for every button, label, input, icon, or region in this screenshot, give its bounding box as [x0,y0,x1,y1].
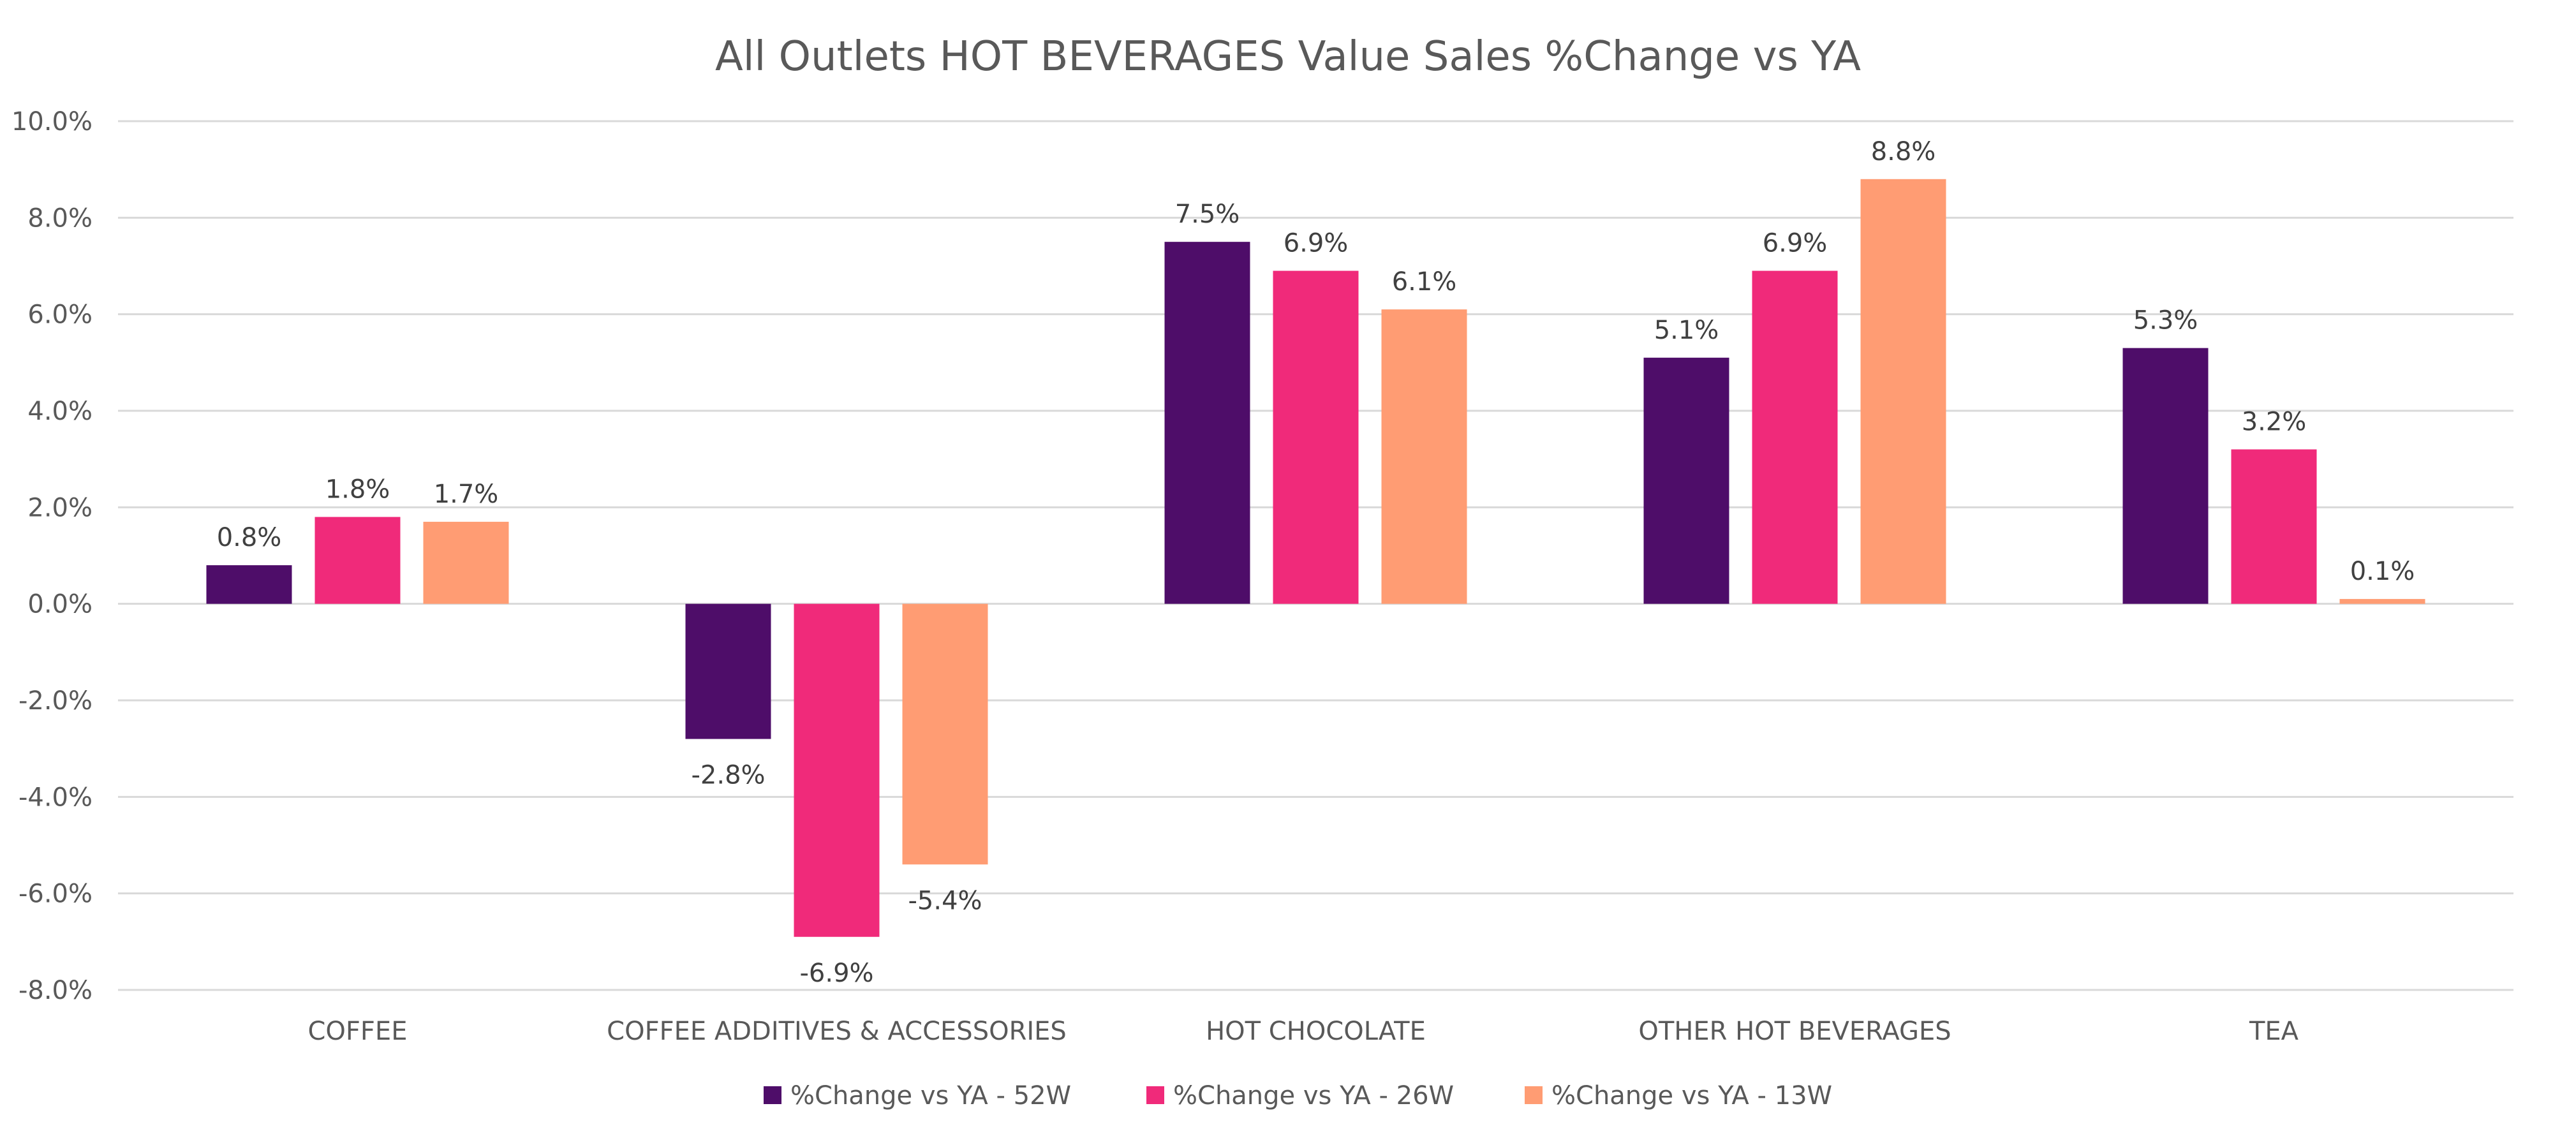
data-label: 6.9% [1763,229,1828,258]
legend-label: %Change vs YA - 52W [790,1081,1071,1110]
data-label: -2.8% [691,761,765,790]
y-tick-label: 10.0% [11,107,93,136]
y-tick-label: 0.0% [27,590,93,619]
data-label: 5.3% [2133,306,2198,336]
data-label: 5.1% [1654,316,1719,345]
bar [902,603,988,865]
legend-swatch [1146,1086,1164,1104]
bar [2339,599,2425,604]
data-labels: 0.8% 1.8% 1.7% -2.8% -6.9% -5.4% 7.5% 6.9% 6.1% 5… [217,137,2415,988]
bar [1752,270,1838,604]
data-label: 6.1% [1392,267,1457,297]
legend-label: %Change vs YA - 13W [1551,1081,1832,1110]
legend-swatch [1525,1086,1543,1104]
bar [206,565,292,604]
x-axis-category-labels: COFFEE COFFEE ADDITIVES & ACCESSORIES HOT … [308,1017,2299,1046]
y-tick-label: -4.0% [19,783,93,812]
data-label: 6.9% [1284,229,1349,258]
y-tick-label: -6.0% [19,880,93,909]
category-label: COFFEE [308,1017,408,1046]
y-tick-label: -2.0% [19,686,93,716]
bar [794,603,880,937]
data-label: 0.1% [2350,557,2415,586]
legend[interactable]: %Change vs YA - 52W %Change vs YA - 26W %C… [764,1081,1832,1110]
category-label: OTHER HOT BEVERAGES [1638,1017,1951,1046]
data-label: 0.8% [217,523,282,552]
category-label: TEA [2249,1017,2299,1046]
bar [1860,179,1946,604]
bars [206,179,2425,937]
data-label: 1.7% [434,480,499,509]
bar [1643,357,1729,604]
data-label: 7.5% [1175,200,1240,229]
data-label: -5.4% [908,886,982,915]
category-label: COFFEE ADDITIVES & ACCESSORIES [607,1017,1067,1046]
y-tick-label: -8.0% [19,976,93,1005]
y-tick-label: 2.0% [27,493,93,522]
legend-swatch [764,1086,781,1104]
bar [2231,449,2317,604]
bar [2122,348,2209,604]
y-tick-label: 4.0% [27,397,93,426]
bar [423,522,509,604]
legend-item[interactable]: %Change vs YA - 26W [1146,1081,1454,1110]
bar [685,603,771,739]
y-tick-label: 8.0% [27,203,93,233]
category-label: HOT CHOCOLATE [1206,1017,1426,1046]
bar [1164,242,1250,604]
bar [1273,270,1359,604]
data-label: 8.8% [1871,137,1936,166]
y-tick-label: 6.0% [27,300,93,330]
data-label: 3.2% [2242,408,2307,437]
chart-title: All Outlets HOT BEVERAGES Value Sales %C… [715,33,1861,80]
legend-item[interactable]: %Change vs YA - 52W [764,1081,1071,1110]
data-label: -6.9% [799,959,873,988]
bar [315,517,401,604]
legend-item[interactable]: %Change vs YA - 13W [1525,1081,1832,1110]
bar [1381,309,1467,604]
y-axis-tick-labels: 10.0% 8.0% 6.0% 4.0% 2.0% 0.0% -2.0% -4.0% -6.0%… [11,107,93,1005]
legend-label: %Change vs YA - 26W [1173,1081,1454,1110]
data-label: 1.8% [325,475,390,504]
